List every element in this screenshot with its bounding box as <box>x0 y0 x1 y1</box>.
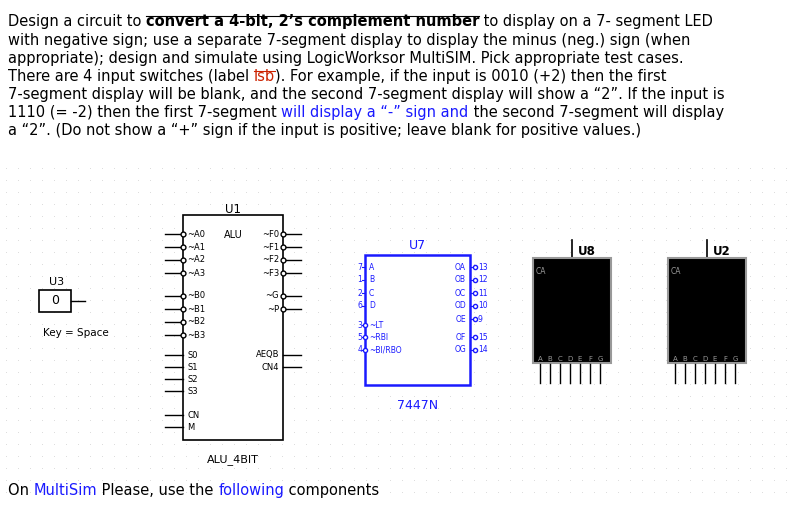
Text: 15: 15 <box>478 332 487 342</box>
Text: B: B <box>682 356 687 362</box>
Text: ~BI/RBO: ~BI/RBO <box>369 346 402 354</box>
Text: OC: OC <box>455 289 466 297</box>
Text: 2: 2 <box>357 289 362 297</box>
Text: Please, use the: Please, use the <box>97 483 218 498</box>
Text: U3: U3 <box>49 277 64 287</box>
Text: G: G <box>598 356 602 362</box>
Text: OF: OF <box>455 332 466 342</box>
Text: OG: OG <box>455 346 466 354</box>
Text: ~LT: ~LT <box>369 321 384 329</box>
Text: 0: 0 <box>51 295 59 307</box>
Text: to display on a 7- segment LED: to display on a 7- segment LED <box>479 14 714 29</box>
Text: 13: 13 <box>478 263 487 271</box>
Text: F: F <box>723 356 727 362</box>
Text: ~P: ~P <box>267 304 279 314</box>
Text: ~A0: ~A0 <box>187 230 205 239</box>
Text: U2: U2 <box>714 245 731 258</box>
Text: U1: U1 <box>225 203 241 216</box>
Text: U7: U7 <box>409 239 426 252</box>
Text: ~F3: ~F3 <box>262 269 279 277</box>
Text: B: B <box>369 275 374 285</box>
Text: U8: U8 <box>578 245 596 258</box>
Text: S0: S0 <box>187 351 197 359</box>
Text: Key = Space: Key = Space <box>43 328 109 338</box>
Text: CA: CA <box>536 267 547 276</box>
Text: C: C <box>369 289 374 297</box>
Text: C: C <box>693 356 698 362</box>
Text: ~G: ~G <box>265 292 279 300</box>
Text: appropriate); design and simulate using LogicWorksor MultiSIM. Pick appropriate : appropriate); design and simulate using … <box>8 51 684 66</box>
Text: 11: 11 <box>478 289 487 297</box>
Text: B: B <box>547 356 552 362</box>
Text: ). For example, if the input is 0010 (+2) then the first: ). For example, if the input is 0010 (+2… <box>275 69 666 84</box>
Text: 10: 10 <box>478 301 487 310</box>
Bar <box>668 258 746 363</box>
Text: 14: 14 <box>478 346 487 354</box>
Text: OE: OE <box>455 315 466 324</box>
Text: OD: OD <box>455 301 466 310</box>
Text: ~A3: ~A3 <box>187 269 205 277</box>
Text: On: On <box>8 483 34 498</box>
Text: ~A1: ~A1 <box>187 242 205 251</box>
Text: will display a “-” sign and: will display a “-” sign and <box>281 105 469 120</box>
Text: A: A <box>369 263 374 271</box>
Text: ~F2: ~F2 <box>262 256 279 265</box>
Text: AEQB: AEQB <box>256 351 279 359</box>
Text: components: components <box>284 483 380 498</box>
Bar <box>365 255 470 385</box>
Text: ALU_4BIT: ALU_4BIT <box>207 454 259 465</box>
Text: with negative sign; use a separate 7-segment display to display the minus (neg.): with negative sign; use a separate 7-seg… <box>8 33 690 48</box>
Text: the second 7-segment will display: the second 7-segment will display <box>469 105 724 120</box>
Bar <box>39 290 71 312</box>
Text: A: A <box>673 356 678 362</box>
Text: G: G <box>733 356 737 362</box>
Text: following: following <box>218 483 284 498</box>
Text: F: F <box>588 356 592 362</box>
Bar <box>183 215 283 440</box>
Text: OA: OA <box>455 263 466 271</box>
Bar <box>533 258 611 363</box>
Text: D: D <box>702 356 708 362</box>
Text: 6: 6 <box>357 301 362 310</box>
Text: S2: S2 <box>187 375 197 383</box>
Text: 7-segment display will be blank, and the second 7-segment display will show a “2: 7-segment display will be blank, and the… <box>8 87 725 102</box>
Text: Design a circuit to: Design a circuit to <box>8 14 146 29</box>
Text: 7447N: 7447N <box>397 399 438 412</box>
Text: S3: S3 <box>187 386 197 395</box>
Text: ~B0: ~B0 <box>187 292 205 300</box>
Text: 12: 12 <box>478 275 487 285</box>
Text: ~B1: ~B1 <box>187 304 205 314</box>
Text: a “2”. (Do not show a “+” sign if the input is positive; leave blank for positiv: a “2”. (Do not show a “+” sign if the in… <box>8 123 641 138</box>
Text: 3: 3 <box>357 321 362 329</box>
Text: lsb: lsb <box>254 69 275 84</box>
Text: C: C <box>558 356 562 362</box>
Text: 5: 5 <box>357 332 362 342</box>
Text: M: M <box>187 422 194 432</box>
Text: MultiSim: MultiSim <box>34 483 97 498</box>
Text: 1: 1 <box>357 275 362 285</box>
Text: 4: 4 <box>357 346 362 354</box>
Text: CN: CN <box>187 410 199 419</box>
Text: ~B2: ~B2 <box>187 318 205 326</box>
Text: CA: CA <box>671 267 682 276</box>
Text: S1: S1 <box>187 362 197 372</box>
Text: OB: OB <box>455 275 466 285</box>
Text: ~F0: ~F0 <box>262 230 279 239</box>
Text: 1110 (= -2) then the first 7-segment: 1110 (= -2) then the first 7-segment <box>8 105 281 120</box>
Text: ~RBI: ~RBI <box>369 332 388 342</box>
Text: ~F1: ~F1 <box>262 242 279 251</box>
Text: D: D <box>567 356 573 362</box>
Text: ALU: ALU <box>224 230 242 240</box>
Text: CN4: CN4 <box>261 362 279 372</box>
Text: ~A2: ~A2 <box>187 256 205 265</box>
Text: D: D <box>369 301 375 310</box>
Text: A: A <box>538 356 543 362</box>
Text: E: E <box>578 356 582 362</box>
Text: convert a 4-bit, 2’s complement number: convert a 4-bit, 2’s complement number <box>146 14 479 29</box>
Text: 9: 9 <box>478 315 483 324</box>
Text: There are 4 input switches (label: There are 4 input switches (label <box>8 69 254 84</box>
Text: ~B3: ~B3 <box>187 330 205 340</box>
Text: 7: 7 <box>357 263 362 271</box>
Text: E: E <box>713 356 718 362</box>
